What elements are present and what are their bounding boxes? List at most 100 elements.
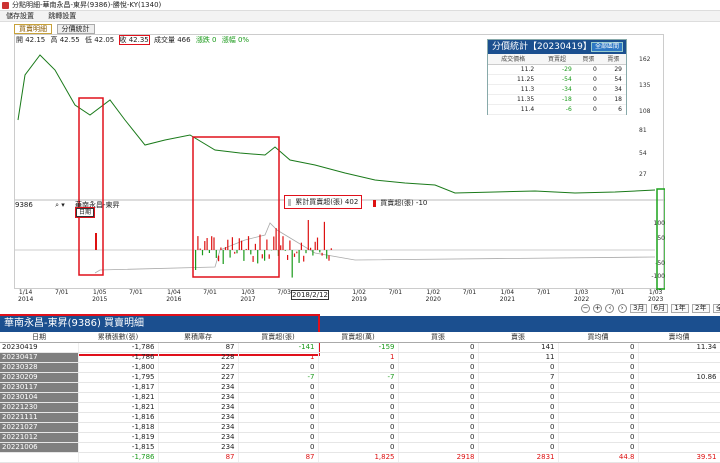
daily-bar	[255, 244, 256, 250]
quote-volume: 成交量 466	[154, 36, 191, 44]
lower-axis-label: -100	[651, 273, 665, 280]
detail-col-header[interactable]: 買賣超(張)	[238, 332, 318, 343]
daily-bar	[259, 235, 260, 250]
period-all[interactable]: 全	[713, 304, 720, 313]
period-3m[interactable]: 3月	[630, 304, 647, 313]
detail-cell: 0	[238, 403, 318, 413]
detail-cell: -7	[318, 373, 398, 383]
daily-bar	[246, 249, 247, 250]
price-stats-panel: 分價統計【20230419】 全部區間 成交價格 買賣超 買張 賣張 11.2-…	[487, 39, 627, 115]
detail-cell: 0	[318, 423, 398, 433]
detail-cell: 0	[558, 403, 638, 413]
detail-col-header[interactable]: 買賣超(萬)	[318, 332, 398, 343]
period-1y[interactable]: 1年	[671, 304, 688, 313]
detail-cell: -1,786	[78, 353, 158, 363]
zoom-out-icon[interactable]: −	[581, 304, 590, 313]
detail-cell: 0	[398, 423, 478, 433]
daily-bar	[207, 238, 208, 250]
detail-date-cell: 20230419	[0, 343, 78, 353]
period-2y[interactable]: 2年	[692, 304, 709, 313]
daily-bar	[285, 250, 286, 251]
detail-date-cell: 20230117	[0, 383, 78, 393]
daily-bar	[243, 250, 244, 261]
stats-cell: 11.2	[488, 64, 538, 74]
menu-jump-settings[interactable]: 跳轉設置	[42, 11, 82, 22]
detail-cell: 0	[398, 373, 478, 383]
x-tick-label: 7/01	[203, 289, 216, 296]
daily-bar	[294, 253, 295, 256]
x-tick-date: 1/03	[240, 289, 255, 296]
detail-col-header[interactable]: 買張	[398, 332, 478, 343]
daily-bar	[195, 250, 196, 270]
daily-bar	[266, 240, 267, 250]
legend-daily-swatch	[373, 200, 376, 207]
price-axis-label: 108	[639, 108, 651, 115]
legend-daily: 買賣超(張) -10	[380, 199, 427, 207]
zoom-in-icon[interactable]: +	[593, 304, 602, 313]
detail-cell: -1,821	[78, 403, 158, 413]
view-tabs: 買賣明細 分價統計	[14, 24, 97, 34]
next-icon[interactable]: ›	[618, 304, 627, 313]
detail-cell: 0	[558, 443, 638, 453]
daily-bar	[220, 247, 221, 250]
price-axis-label: 27	[639, 171, 647, 178]
detail-cell: 11	[478, 353, 558, 363]
cumulative-line	[95, 223, 655, 273]
detail-cell: 0	[398, 343, 478, 353]
detail-cell: 0	[238, 423, 318, 433]
prev-icon[interactable]: ‹	[605, 304, 614, 313]
x-tick-date: 7/01	[129, 289, 142, 296]
date-tool-button[interactable]: 日期	[76, 208, 94, 217]
detail-col-header[interactable]: 日期	[0, 332, 78, 343]
stats-cell: 11.35	[488, 94, 538, 104]
detail-col-header[interactable]: 賣均價	[638, 332, 720, 343]
legend-cumulative: 累計買賣超(張) 402	[295, 198, 358, 206]
detail-title-bar: 華南永昌-東昇(9386) 買賣明細	[0, 316, 720, 332]
x-tick-year: 2017	[240, 296, 255, 303]
detail-cell: 0	[558, 433, 638, 443]
detail-col-header[interactable]: 累積庫存	[158, 332, 238, 343]
tab-trade-detail[interactable]: 買賣明細	[14, 24, 52, 34]
price-axis-label: 135	[639, 82, 651, 89]
daily-bar	[218, 256, 219, 262]
quote-high: 高 42.55	[51, 36, 80, 44]
daily-bar	[216, 250, 217, 258]
x-tick-date: 1/02	[426, 289, 441, 296]
daily-bar	[253, 256, 254, 262]
all-range-button[interactable]: 全部區間	[591, 42, 623, 52]
x-tick-label: 7/01	[129, 289, 142, 296]
detail-col-header[interactable]: 累積張數(張)	[78, 332, 158, 343]
zoom-icon[interactable]: ⌕	[55, 201, 59, 209]
chevron-down-icon[interactable]: ▾	[61, 201, 65, 209]
daily-bar	[269, 254, 270, 258]
detail-col-header[interactable]: 買均價	[558, 332, 638, 343]
daily-bar	[328, 255, 329, 260]
detail-cell: 0	[478, 443, 558, 453]
quote-low: 低 42.05	[85, 36, 114, 44]
detail-total-cell: 44.8	[558, 453, 638, 463]
detail-cell	[638, 443, 720, 453]
tab-price-stats[interactable]: 分價統計	[57, 24, 95, 34]
daily-bar	[326, 250, 327, 259]
period-6m[interactable]: 6月	[651, 304, 668, 313]
detail-cell: 87	[158, 343, 238, 353]
detail-cell: 0	[398, 413, 478, 423]
daily-bar	[303, 256, 304, 262]
detail-cell: 0	[478, 363, 558, 373]
detail-col-header[interactable]: 賣張	[478, 332, 558, 343]
menu-save-settings[interactable]: 儲存設置	[0, 11, 40, 22]
broker-code: 9386	[15, 201, 33, 209]
daily-bar	[322, 253, 323, 256]
